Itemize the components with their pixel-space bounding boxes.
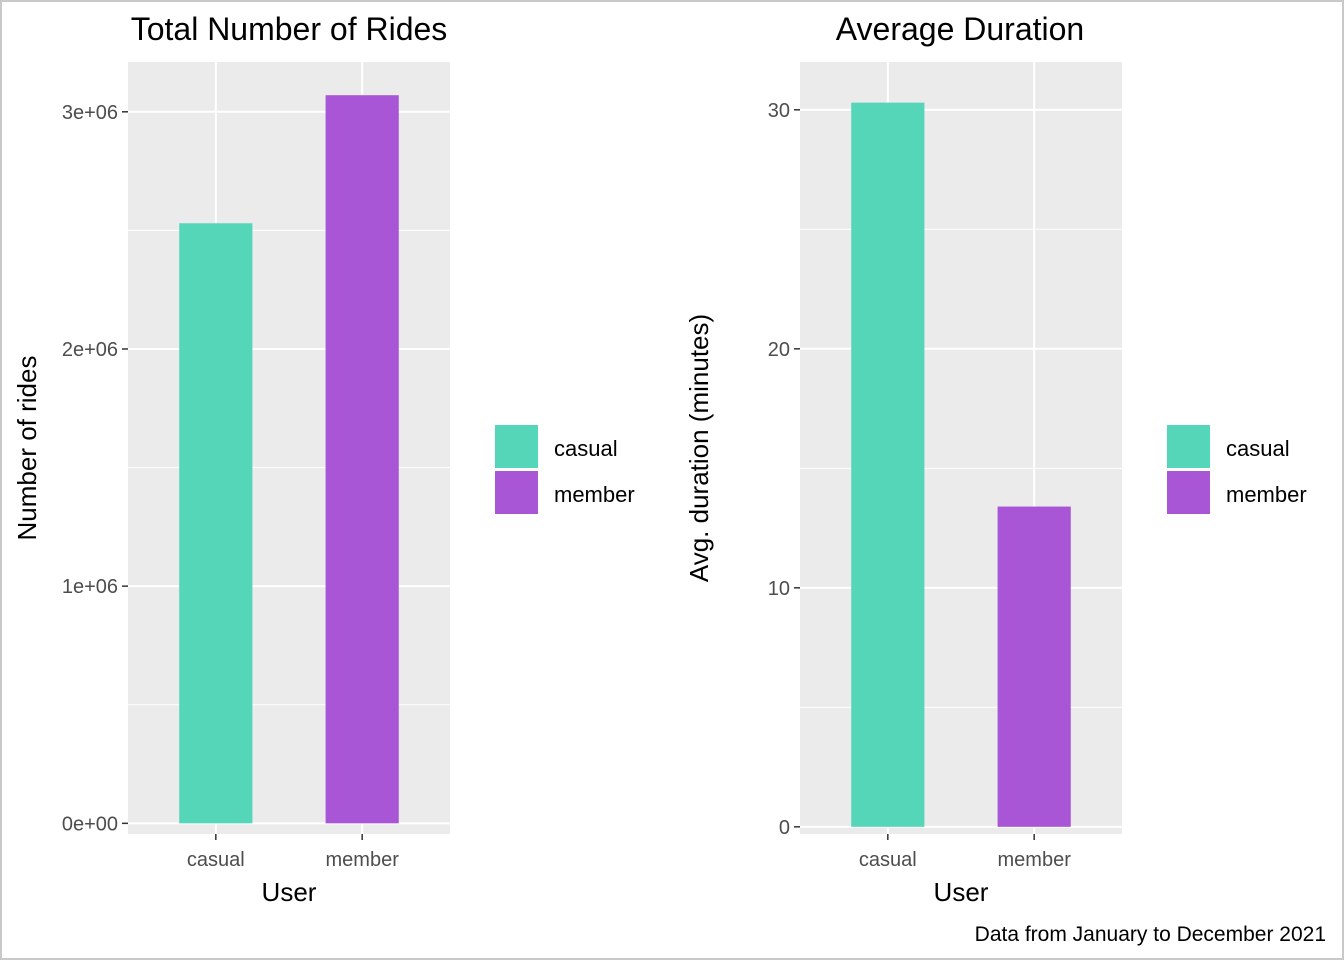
x-tick-label: casual — [187, 849, 245, 871]
bars — [179, 95, 399, 824]
plot-panel — [128, 62, 450, 834]
legend-key-casual — [495, 425, 538, 468]
y-axis-title: Avg. duration (minutes) — [684, 314, 714, 582]
x-tick-label: member — [326, 849, 400, 871]
legend-key-member — [495, 471, 538, 514]
y-axis-ticks: 0 10 20 30 — [768, 100, 800, 839]
y-tick-label: 20 — [768, 339, 790, 361]
y-tick-label: 30 — [768, 100, 790, 122]
chart-rides: Total Number of Rides 0e+00 1e+06 2e+06 3e+… — [12, 11, 635, 907]
y-tick-label: 0e+00 — [62, 813, 118, 835]
y-axis-ticks: 0e+00 1e+06 2e+06 3e+06 — [62, 102, 128, 835]
x-tick-label: casual — [859, 849, 917, 871]
legend-key-casual — [1167, 425, 1210, 468]
legend-label: member — [554, 482, 635, 507]
x-axis-title: User — [262, 877, 317, 907]
y-tick-label: 1e+06 — [62, 576, 118, 598]
x-axis-ticks: casual member — [187, 834, 399, 871]
y-axis-title: Number of rides — [12, 356, 42, 541]
bar-member — [325, 95, 399, 824]
y-tick-label: 3e+06 — [62, 102, 118, 124]
plot-panel — [800, 62, 1122, 834]
chart-title: Total Number of Rides — [131, 11, 448, 47]
legend-label: casual — [554, 436, 618, 461]
bar-casual — [851, 102, 925, 827]
y-tick-label: 10 — [768, 578, 790, 600]
legend-label: casual — [1226, 436, 1290, 461]
bars — [851, 102, 1071, 827]
y-tick-label: 2e+06 — [62, 339, 118, 361]
legend: casual member — [1167, 425, 1307, 514]
bar-member — [997, 506, 1071, 827]
chart-title: Average Duration — [836, 11, 1084, 47]
legend-key-member — [1167, 471, 1210, 514]
x-axis-title: User — [934, 877, 989, 907]
legend: casual member — [495, 425, 635, 514]
chart-duration: Average Duration 0 10 20 30 casual member Us… — [684, 11, 1307, 907]
y-tick-label: 0 — [779, 817, 790, 839]
caption: Data from January to December 2021 — [975, 923, 1326, 946]
bar-casual — [179, 223, 253, 824]
legend-label: member — [1226, 482, 1307, 507]
x-tick-label: member — [998, 849, 1072, 871]
x-axis-ticks: casual member — [859, 834, 1071, 871]
